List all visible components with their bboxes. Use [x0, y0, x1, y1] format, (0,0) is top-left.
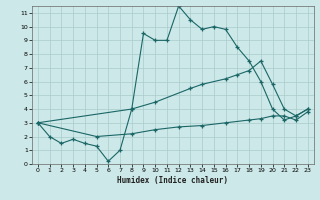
X-axis label: Humidex (Indice chaleur): Humidex (Indice chaleur): [117, 176, 228, 185]
